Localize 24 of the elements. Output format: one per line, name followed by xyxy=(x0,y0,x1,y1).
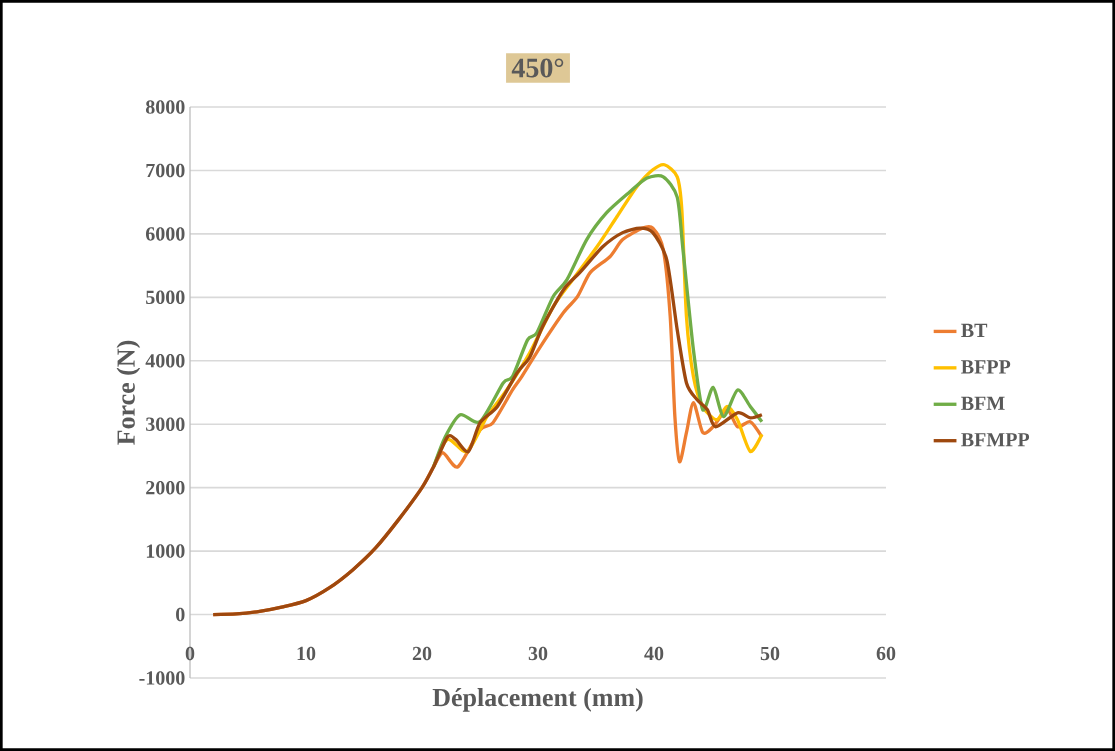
x-tick-label: 30 xyxy=(528,646,548,661)
y-tick-label: -1000 xyxy=(139,671,185,685)
legend-label: BT xyxy=(961,323,988,338)
y-tick-label: 7000 xyxy=(146,163,185,178)
y-tick-label: 4000 xyxy=(145,354,185,368)
x-tick-label: 10 xyxy=(297,646,316,661)
x-tick-label: 40 xyxy=(644,646,664,661)
y-tick-label: 5000 xyxy=(146,290,185,305)
y-axis-title: Force (N) xyxy=(116,340,141,445)
y-tick-label: 8000 xyxy=(145,100,185,114)
x-tick-label: 50 xyxy=(760,646,780,661)
y-tick-label: 2000 xyxy=(146,480,185,495)
x-tick-label: 0 xyxy=(185,646,195,661)
x-tick-label: 60 xyxy=(876,646,896,661)
y-tick-label: 1000 xyxy=(146,544,185,558)
x-axis-title: Déplacement (mm) xyxy=(432,688,643,712)
chart-title: 450° xyxy=(511,58,564,78)
x-tick-label: 20 xyxy=(412,646,432,661)
y-tick-label: 0 xyxy=(176,607,185,622)
y-tick-label: 3000 xyxy=(146,417,185,431)
legend-label: BFMPP xyxy=(961,433,1030,447)
y-tick-label: 6000 xyxy=(145,227,185,241)
legend-label: BFPP xyxy=(961,360,1011,374)
legend-label: BFM xyxy=(961,396,1005,410)
